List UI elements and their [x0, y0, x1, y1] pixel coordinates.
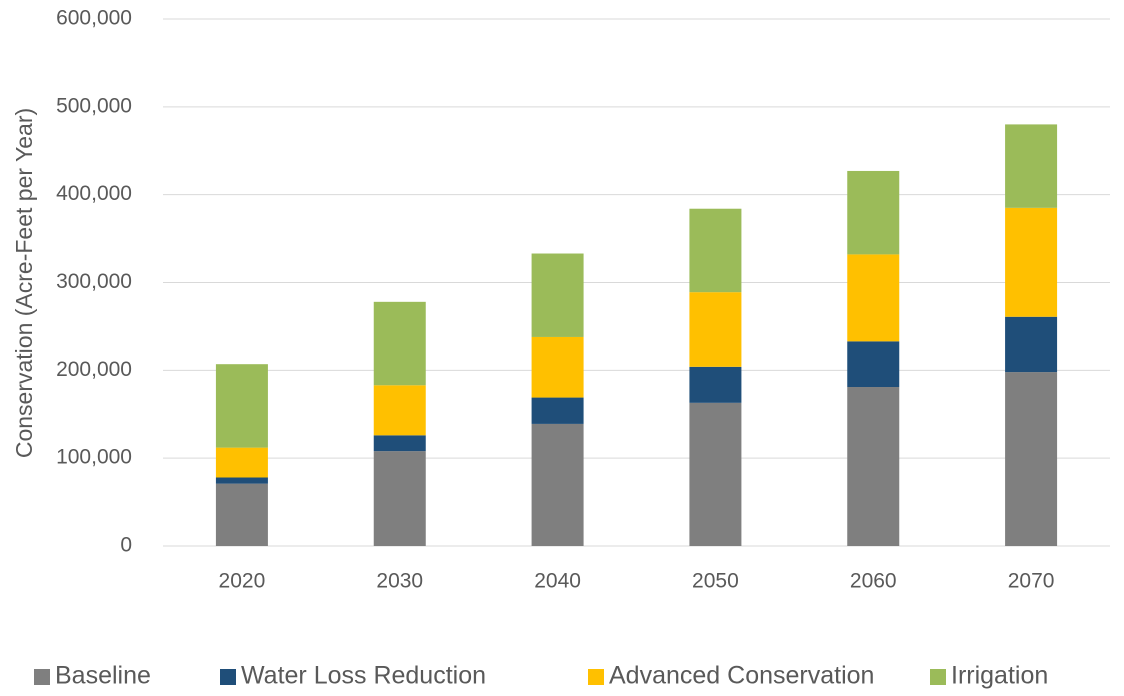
- bar-segment: [373, 451, 426, 546]
- legend-swatch: [220, 669, 236, 685]
- legend-label: Advanced Conservation: [609, 662, 874, 690]
- y-tick-label: 600,000: [56, 7, 132, 30]
- y-tick-label: 0: [120, 534, 132, 557]
- bar-segment: [215, 447, 268, 478]
- bar-segment: [1005, 207, 1058, 317]
- bar-segment: [847, 341, 900, 388]
- y-tick-label: 500,000: [56, 94, 132, 117]
- x-tick-label: 2070: [1008, 570, 1055, 593]
- x-tick-label: 2020: [219, 570, 266, 593]
- legend-label: Irrigation: [951, 662, 1048, 690]
- bar-segment: [373, 301, 426, 386]
- y-tick-label: 400,000: [56, 182, 132, 205]
- legend-label: Baseline: [55, 662, 151, 690]
- legend-swatch: [34, 669, 50, 685]
- y-axis-label: Conservation (Acre-Feet per Year): [11, 108, 37, 458]
- bar-segment: [847, 387, 900, 546]
- bar-segment: [847, 170, 900, 255]
- bar-segment: [373, 435, 426, 452]
- bar-segment: [531, 253, 584, 337]
- bar-segment: [689, 402, 742, 546]
- x-tick-label: 2040: [534, 570, 581, 593]
- bar-segment: [215, 477, 268, 484]
- bar-segment: [531, 423, 584, 546]
- bar-segment: [1005, 372, 1058, 546]
- legend-swatch: [930, 669, 946, 685]
- bar-segment: [1005, 316, 1058, 373]
- bar-segment: [847, 254, 900, 342]
- bar-segment: [689, 366, 742, 403]
- bar-segment: [531, 336, 584, 398]
- bar-segment: [531, 397, 584, 424]
- y-tick-label: 300,000: [56, 270, 132, 293]
- x-tick-label: 2060: [850, 570, 897, 593]
- bar-segment: [689, 208, 742, 293]
- x-tick-label: 2050: [692, 570, 739, 593]
- bar-segment: [215, 483, 268, 546]
- y-tick-label: 100,000: [56, 446, 132, 469]
- bar-segment: [689, 292, 742, 367]
- bar-segment: [1005, 124, 1058, 208]
- legend-label: Water Loss Reduction: [241, 662, 486, 690]
- bar-segment: [215, 364, 268, 448]
- y-tick-label: 200,000: [56, 358, 132, 381]
- x-tick-label: 2030: [376, 570, 423, 593]
- legend-swatch: [588, 669, 604, 685]
- bar-segment: [373, 385, 426, 436]
